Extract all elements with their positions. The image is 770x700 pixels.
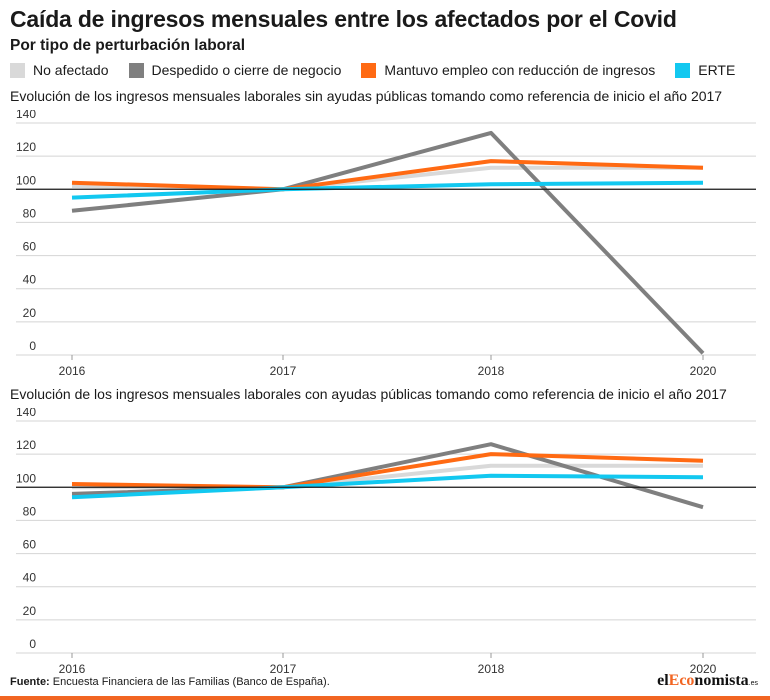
line-chart-sin-ayudas: 0 20 40 60 80 100 120 140 2016 2017 2018 2020 xyxy=(16,110,756,378)
legend-swatch-mantuvo-empleo xyxy=(361,62,377,78)
legend-item-mantuvo-empleo: Mantuvo empleo con reducción de ingresos xyxy=(361,62,655,78)
brand-logo: elEconomista.es xyxy=(657,672,758,690)
y-tick-label: 20 xyxy=(23,604,37,618)
bottom-accent-bar xyxy=(0,696,770,700)
x-tick-label: 2017 xyxy=(270,364,297,378)
x-tick-label: 2016 xyxy=(59,364,86,378)
brand-highlight: Eco xyxy=(668,672,695,689)
x-tick-label: 2018 xyxy=(478,662,505,676)
legend-item-no-afectado: No afectado xyxy=(10,62,109,78)
legend-item-despedido: Despedido o cierre de negocio xyxy=(128,62,342,78)
x-tick-label: 2018 xyxy=(478,364,505,378)
legend-label-erte: ERTE xyxy=(698,62,736,78)
y-tick-label: 140 xyxy=(16,110,36,121)
y-tick-label: 60 xyxy=(23,240,37,254)
panel-title-sin-ayudas: Evolución de los ingresos mensuales labo… xyxy=(10,88,723,104)
line-chart-con-ayudas: 0 20 40 60 80 100 120 140 2016 2017 2018 2020 xyxy=(16,408,756,676)
series-line-erte xyxy=(71,473,704,500)
y-tick-label: 20 xyxy=(23,306,37,320)
chart-subtitle: Por tipo de perturbación laboral xyxy=(10,37,246,54)
brand-tld: .es xyxy=(748,680,758,687)
y-tick-label: 120 xyxy=(16,140,36,154)
y-tick-label: 120 xyxy=(16,438,36,452)
y-tick-label: 100 xyxy=(16,173,36,187)
source-label: Fuente: xyxy=(10,676,50,688)
y-tick-label: 60 xyxy=(23,538,37,552)
x-tick-label: 2016 xyxy=(59,662,86,676)
y-tick-label: 80 xyxy=(23,206,37,220)
legend-label-no-afectado: No afectado xyxy=(33,62,109,78)
source-text: Encuesta Financiera de las Familias (Ban… xyxy=(49,676,330,688)
x-tick-label: 2020 xyxy=(690,662,717,676)
x-tick-label: 2020 xyxy=(690,364,717,378)
y-tick-label: 140 xyxy=(16,408,36,419)
series-line-erte xyxy=(71,180,704,200)
legend-swatch-despedido xyxy=(128,62,144,78)
chart-title: Caída de ingresos mensuales entre los af… xyxy=(10,6,677,32)
legend-item-erte: ERTE xyxy=(675,62,735,78)
brand-suffix: nomista xyxy=(694,672,749,689)
y-tick-label: 0 xyxy=(29,339,36,353)
y-tick-label: 80 xyxy=(23,504,37,518)
source-note: Fuente: Encuesta Financiera de las Famil… xyxy=(10,676,330,688)
series-line-mantuvo-empleo-con-reduccion-de-ingresos xyxy=(71,159,704,192)
series-line-mantuvo-empleo-con-reduccion-de-ingresos xyxy=(71,452,704,490)
x-tick-label: 2017 xyxy=(270,662,297,676)
legend-swatch-no-afectado xyxy=(10,62,25,78)
legend-swatch-erte xyxy=(675,62,691,78)
series-line-despedido-o-cierre-de-negocio xyxy=(71,130,705,355)
y-tick-label: 0 xyxy=(29,637,36,651)
legend: No afectado Despedido o cierre de negoci… xyxy=(10,60,755,80)
legend-label-despedido: Despedido o cierre de negocio xyxy=(151,62,342,78)
legend-label-mantuvo-empleo: Mantuvo empleo con reducción de ingresos xyxy=(384,62,656,78)
panel-title-con-ayudas: Evolución de los ingresos mensuales labo… xyxy=(10,386,727,402)
y-tick-label: 100 xyxy=(16,471,36,485)
y-tick-label: 40 xyxy=(23,571,37,585)
brand-prefix: el xyxy=(657,672,669,689)
y-tick-label: 40 xyxy=(23,273,37,287)
